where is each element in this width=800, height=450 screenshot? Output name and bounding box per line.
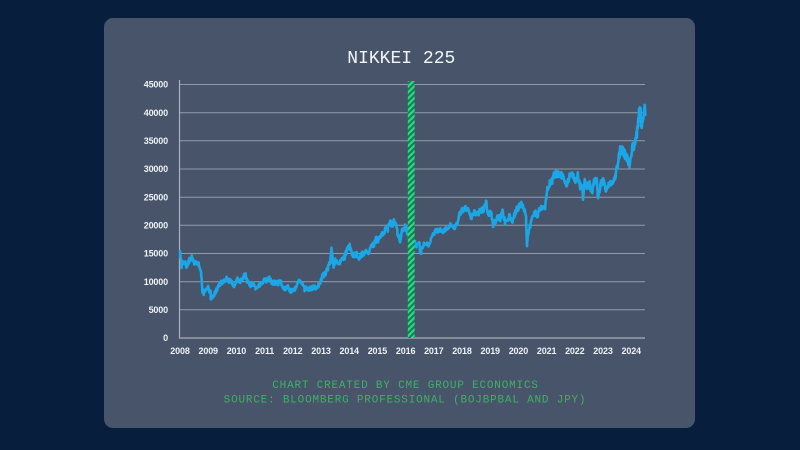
svg-text:2012: 2012: [283, 346, 303, 356]
svg-text:25000: 25000: [144, 192, 168, 202]
svg-text:10000: 10000: [144, 277, 168, 287]
svg-text:2014: 2014: [339, 346, 359, 356]
svg-text:2019: 2019: [480, 346, 500, 356]
svg-text:5000: 5000: [149, 305, 169, 315]
svg-text:2008: 2008: [170, 346, 190, 356]
svg-text:2017: 2017: [424, 346, 444, 356]
svg-text:40000: 40000: [144, 108, 168, 118]
svg-text:2009: 2009: [198, 346, 218, 356]
svg-text:30000: 30000: [144, 164, 168, 174]
svg-text:35000: 35000: [144, 136, 168, 146]
svg-text:0: 0: [163, 333, 168, 343]
svg-text:2024: 2024: [621, 346, 641, 356]
svg-text:CHART CREATED BY CME GROUP ECO: CHART CREATED BY CME GROUP ECONOMICS: [272, 380, 538, 392]
svg-text:SOURCE: BLOOMBERG PROFESSIONAL: SOURCE: BLOOMBERG PROFESSIONAL (BOJBPBAL…: [224, 395, 587, 407]
svg-text:45000: 45000: [144, 80, 168, 90]
svg-text:2018: 2018: [452, 346, 472, 356]
svg-text:NIKKEI 225: NIKKEI 225: [347, 49, 455, 69]
svg-text:2016: 2016: [396, 346, 416, 356]
svg-text:2020: 2020: [509, 346, 529, 356]
svg-text:2021: 2021: [537, 346, 557, 356]
svg-text:20000: 20000: [144, 221, 168, 231]
svg-text:2023: 2023: [593, 346, 613, 356]
svg-text:2022: 2022: [565, 346, 585, 356]
svg-text:2011: 2011: [255, 346, 274, 356]
svg-text:2013: 2013: [311, 346, 331, 356]
svg-text:2015: 2015: [368, 346, 388, 356]
svg-text:2010: 2010: [227, 346, 247, 356]
svg-text:15000: 15000: [144, 249, 168, 259]
